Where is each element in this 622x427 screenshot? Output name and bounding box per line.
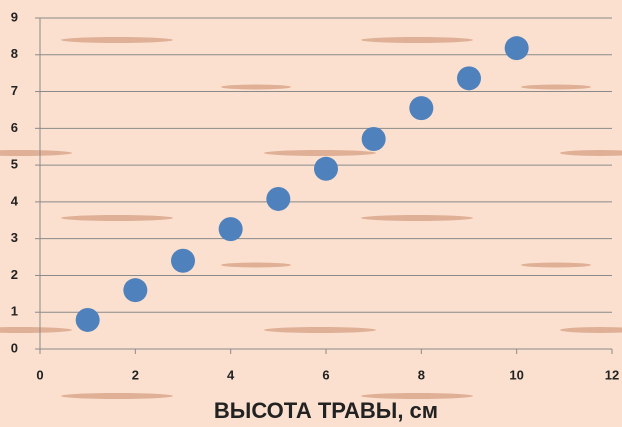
point [361, 126, 386, 151]
point [457, 66, 481, 91]
y-tick-label: 8 [11, 46, 18, 61]
x-tick-label: 8 [418, 367, 425, 382]
y-tick-label: 6 [11, 120, 18, 135]
decoration [0, 37, 622, 399]
y-tick-label: 5 [11, 157, 18, 172]
y-tick-label: 4 [11, 193, 19, 208]
x-tick-label: 10 [509, 367, 523, 382]
point [218, 217, 243, 242]
point [504, 36, 529, 61]
x-tick-label: 2 [132, 367, 139, 382]
y-tick-label: 7 [11, 83, 18, 98]
point [123, 278, 148, 303]
y-tick-label: 2 [11, 267, 18, 282]
x-tick-label: 4 [227, 367, 235, 382]
x-tick-label: 6 [322, 367, 329, 382]
x-tick-label: 0 [36, 367, 43, 382]
x-axis-label: ВЫСОТА ТРАВЫ, см [214, 398, 438, 423]
y-tick-label: 3 [11, 230, 18, 245]
y-tick-label: 9 [11, 9, 18, 24]
y-tick-label: 0 [11, 340, 18, 355]
point [75, 307, 100, 332]
x-tick-label: 12 [605, 367, 619, 382]
point [314, 156, 338, 181]
point [409, 96, 434, 121]
point [266, 186, 291, 211]
y-tick-label: 1 [11, 304, 18, 319]
point [171, 248, 195, 273]
